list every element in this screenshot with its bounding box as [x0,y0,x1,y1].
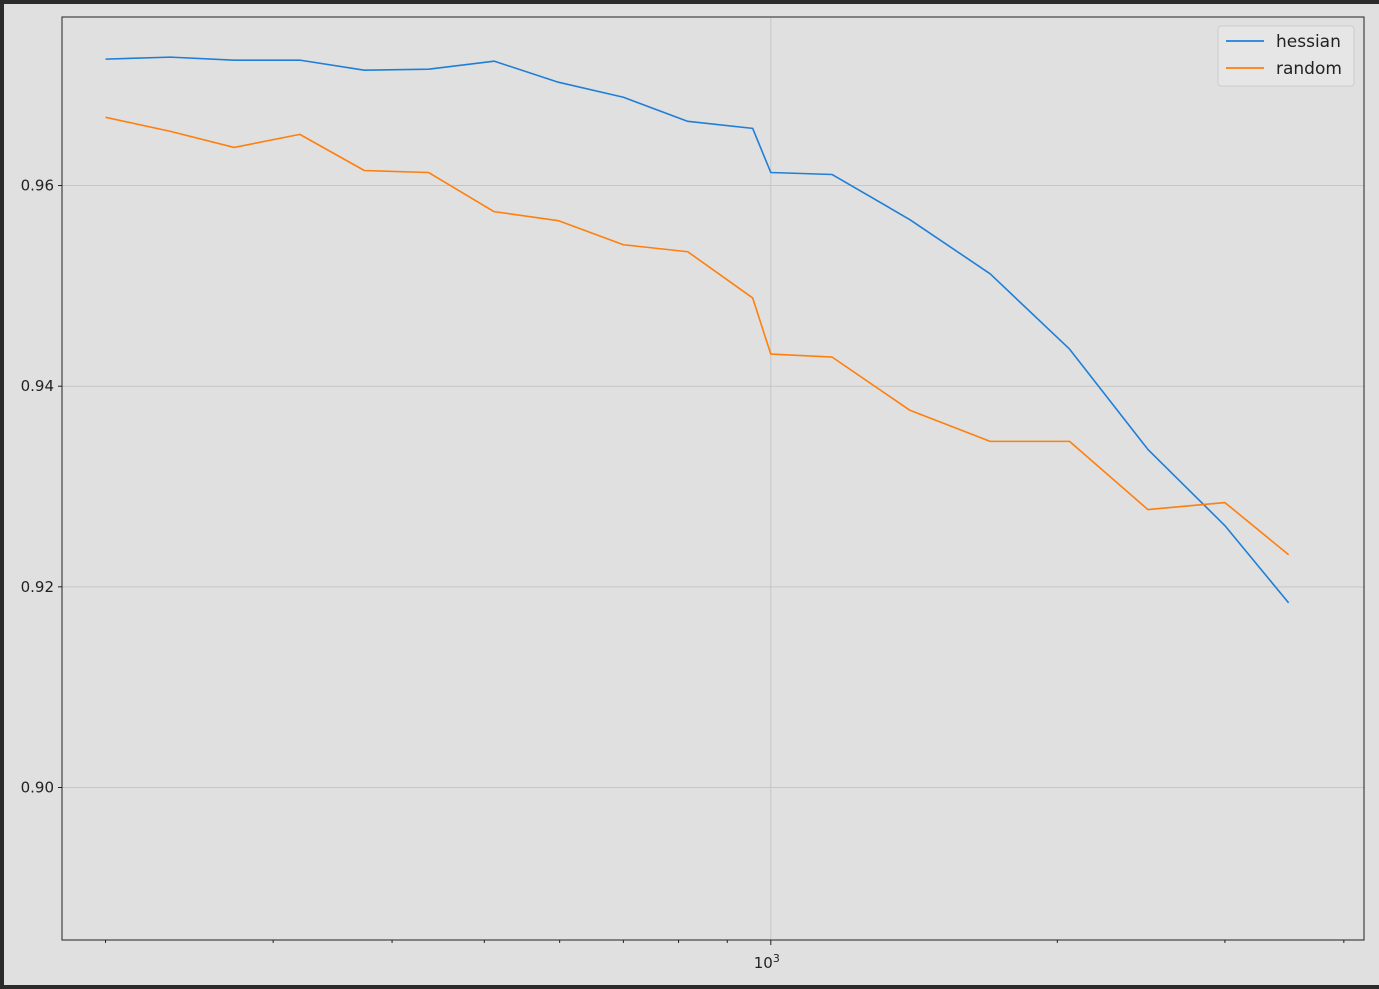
plot-area [62,17,1364,940]
series-line-random [105,116,1290,556]
axes: 0.90 0.92 0.94 0.96 103 [21,16,1365,972]
y-tick-label: 0.94 [21,377,54,395]
series-line-hessian [105,56,1290,604]
y-tick-label: 0.90 [21,779,54,797]
y-tick-label: 0.92 [21,578,54,596]
line-chart: 0.90 0.92 0.94 0.96 103 hessian random [21,16,1365,972]
axes-frame [61,16,1365,941]
legend: hessian random [1217,25,1355,87]
legend-label-random: random [1276,59,1342,79]
x-tick-label: 103 [754,952,780,972]
legend-label-hessian: hessian [1276,32,1341,52]
figure: 0.90 0.92 0.94 0.96 103 hessian random [4,4,1379,985]
y-tick-label: 0.96 [21,177,54,195]
series-lines [105,56,1290,604]
plot-background [62,17,1364,940]
